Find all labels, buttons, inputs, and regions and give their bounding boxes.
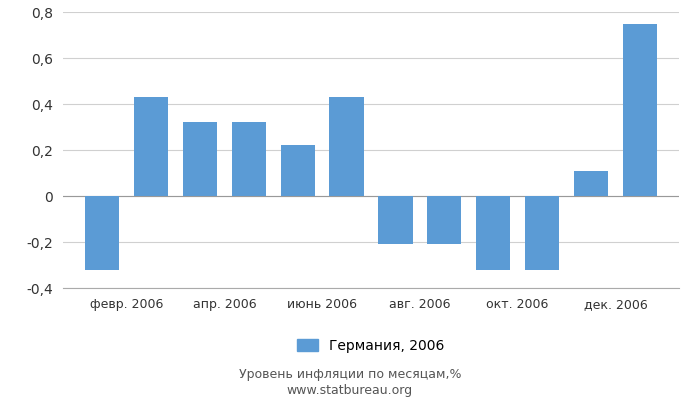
- Bar: [623, 24, 657, 196]
- Text: www.statbureau.org: www.statbureau.org: [287, 384, 413, 397]
- Bar: [330, 97, 364, 196]
- Bar: [378, 196, 412, 244]
- Bar: [134, 97, 168, 196]
- Text: Уровень инфляции по месяцам,%: Уровень инфляции по месяцам,%: [239, 368, 461, 381]
- Bar: [427, 196, 461, 244]
- Bar: [183, 122, 217, 196]
- Bar: [85, 196, 119, 270]
- Bar: [232, 122, 266, 196]
- Bar: [281, 146, 315, 196]
- Bar: [574, 171, 608, 196]
- Bar: [476, 196, 510, 270]
- Bar: [525, 196, 559, 270]
- Legend: Германия, 2006: Германия, 2006: [292, 333, 450, 358]
